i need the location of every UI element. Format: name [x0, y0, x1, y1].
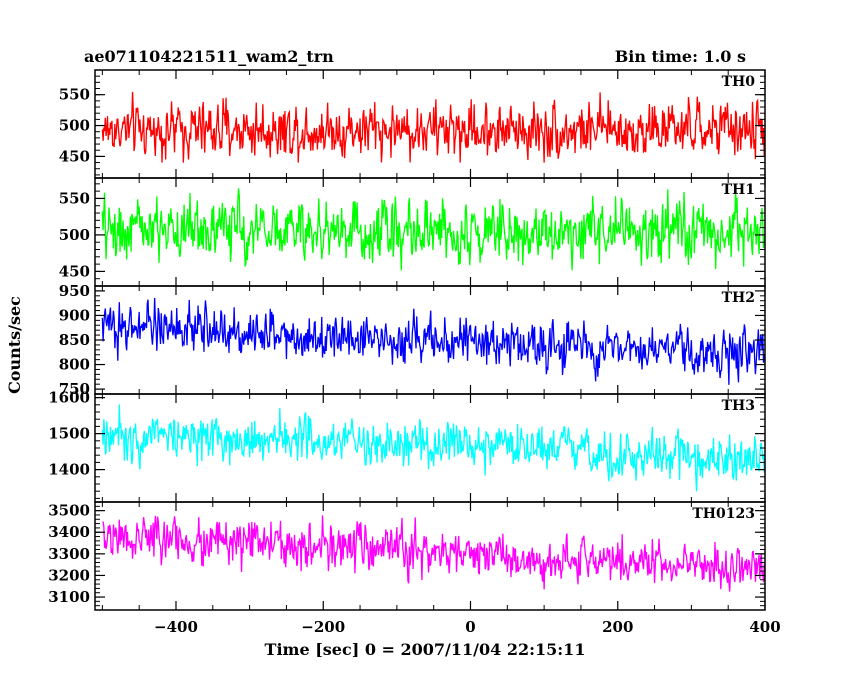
panel-th3: 1400 1500 1600 TH3 — [48, 389, 766, 503]
panel-label-th3: TH3 — [722, 398, 755, 414]
chart-subtitle: Bin time: 1.0 s — [615, 47, 746, 66]
x-tick-label: 0 — [465, 618, 475, 636]
y-tick-label: 1600 — [48, 389, 90, 407]
y-axis-title: Counts/sec — [5, 296, 24, 394]
x-axis-title: Time [sec] 0 = 2007/11/04 22:15:11 — [265, 640, 586, 659]
panel-th0123: 3100 3200 3300 3400 3500 TH0123 — [48, 501, 766, 611]
y-tick-label: 550 — [59, 86, 90, 104]
panels-layer: 450 500 550 TH0 450 500 550 TH1 750 800 850 900 950 T… — [48, 69, 781, 636]
x-tick-label: 200 — [602, 618, 633, 636]
panel-th0: 450 500 550 TH0 — [59, 69, 766, 179]
series-line-th2 — [101, 298, 765, 385]
y-tick-label: 750 — [59, 380, 90, 398]
y-tick-label: 3100 — [48, 588, 90, 606]
y-tick-label: 900 — [59, 306, 90, 324]
y-tick-label: 450 — [59, 262, 90, 280]
series-line-th3 — [101, 404, 765, 492]
y-tick-label: 3500 — [48, 502, 90, 520]
y-tick-label: 3300 — [48, 545, 90, 563]
panel-label-th2: TH2 — [722, 290, 755, 306]
panel-frame — [94, 285, 766, 395]
panel-label-th0: TH0 — [722, 74, 756, 90]
y-tick-label: 950 — [59, 282, 90, 300]
y-tick-label: 450 — [59, 147, 90, 165]
y-tick-label: 1400 — [48, 461, 90, 479]
panel-label-th1: TH1 — [722, 182, 755, 198]
y-tick-label: 1500 — [48, 425, 90, 443]
y-tick-label: 3200 — [48, 566, 90, 584]
panel-th1: 450 500 550 TH1 — [59, 177, 766, 287]
y-tick-label: 3400 — [48, 523, 90, 541]
panel-label-th0123: TH0123 — [692, 506, 755, 522]
x-tick-label: −200 — [301, 618, 345, 636]
series-line-th1 — [101, 188, 765, 271]
x-tick-label: −400 — [154, 618, 198, 636]
chart-title: ae071104221511_wam2_trn — [84, 47, 334, 66]
y-tick-label: 500 — [59, 226, 90, 244]
y-tick-label: 500 — [59, 117, 90, 135]
y-tick-label: 850 — [59, 331, 90, 349]
x-tick-label: 400 — [749, 618, 780, 636]
y-tick-label: 800 — [59, 356, 90, 374]
series-line-th0123 — [102, 515, 765, 592]
y-tick-label: 550 — [59, 189, 90, 207]
panel-th2: 750 800 850 900 950 TH2 — [59, 282, 766, 398]
series-line-th0 — [101, 91, 765, 163]
panel-frame — [94, 501, 766, 611]
